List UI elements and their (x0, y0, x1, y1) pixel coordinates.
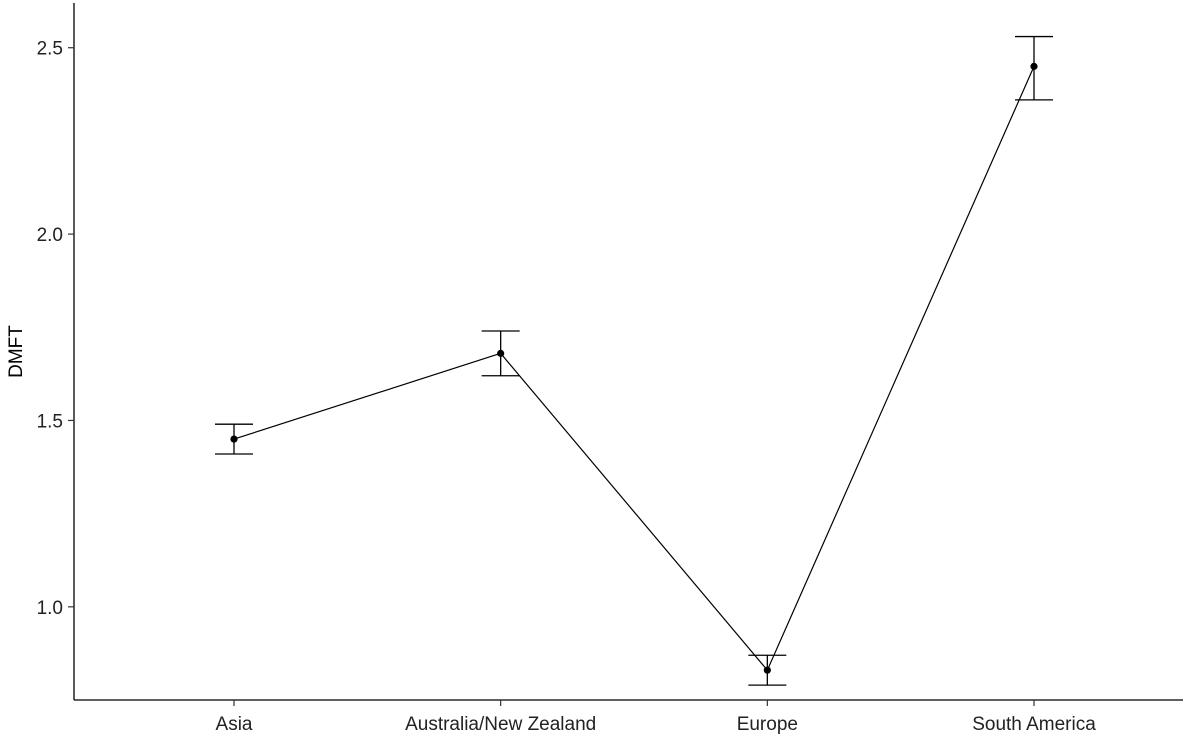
x-tick-label: Australia/New Zealand (405, 714, 596, 735)
data-point (497, 349, 505, 357)
x-tick-label: Asia (216, 714, 253, 735)
x-tick-label: Europe (737, 714, 798, 735)
y-axis-title: DMFT (6, 325, 27, 378)
axes (73, 3, 1183, 701)
y-tick-label: 1.5 (37, 411, 63, 432)
x-tick-label: South America (972, 714, 1096, 735)
y-ticks: 1.0 1.5 2.0 2.5 (37, 39, 74, 619)
x-ticks: Asia Australia/New Zealand Europe South Ame… (216, 700, 1096, 735)
data-point (1030, 62, 1038, 70)
y-tick-label: 2.5 (37, 39, 63, 60)
series-line (233, 66, 1035, 672)
data-point (763, 666, 771, 674)
data-point (230, 435, 238, 443)
y-tick-label: 1.0 (37, 598, 63, 619)
y-tick-label: 2.0 (37, 225, 63, 246)
plot-area (215, 35, 1053, 686)
